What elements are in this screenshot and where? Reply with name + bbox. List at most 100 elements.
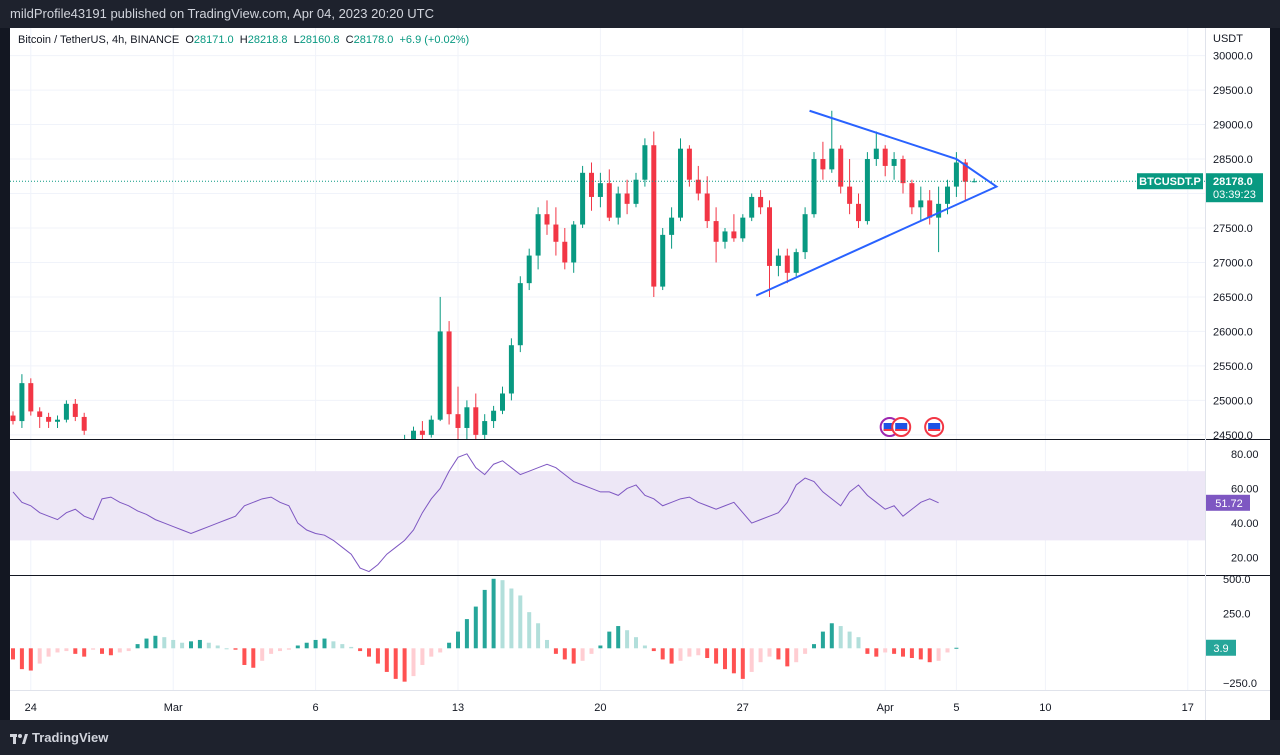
candle-body [295, 582, 300, 586]
histogram-bar [901, 648, 905, 657]
histogram-bar [251, 648, 256, 668]
candle-countdown: 03:39:23 [1213, 189, 1256, 201]
candle-body [428, 419, 434, 435]
histogram-bar [883, 648, 888, 653]
histogram [11, 578, 959, 682]
symbol-tag-bg [1137, 173, 1203, 190]
price-axis-tick: 25500.0 [1213, 361, 1253, 373]
histogram-bar [642, 645, 647, 649]
histogram-bar [696, 648, 701, 656]
histogram-bar [37, 648, 42, 664]
time-axis-label: 24 [25, 702, 37, 714]
histogram-bar [19, 648, 24, 670]
histogram-bar [518, 595, 523, 649]
histogram-bar [393, 648, 398, 679]
histogram-bar [509, 588, 514, 649]
high-label: H [239, 34, 248, 46]
histogram-bar [55, 648, 60, 653]
histogram-current-value: 3.9 [1213, 643, 1228, 655]
histogram-bar [625, 630, 630, 649]
candle-body [606, 183, 612, 218]
histogram-bar [304, 642, 309, 649]
candle-body [856, 203, 861, 222]
histogram-bar [73, 648, 78, 654]
candle-body [580, 172, 586, 225]
histogram-bar [634, 637, 638, 649]
close-label: C [345, 34, 354, 46]
candle-body [820, 159, 826, 170]
low-value: 28160.8 [299, 34, 340, 46]
symbol-tag: BTCUSDT.P [1139, 176, 1201, 188]
histogram-bar [135, 644, 140, 649]
histogram-bar [767, 648, 772, 657]
candle-body [624, 193, 630, 204]
price-axis-currency: USDT [1213, 33, 1243, 45]
candle-body [37, 411, 43, 417]
histogram-bar [776, 648, 781, 660]
histogram-bar [473, 606, 478, 649]
histogram-bar [927, 648, 932, 663]
histogram-bar [954, 647, 959, 649]
candle-body [749, 196, 755, 218]
chart-area[interactable]: Bitcoin / TetherUS, 4h, BINANCE O28171.0… [10, 28, 1270, 720]
candle-body [55, 419, 60, 422]
time-axis-label: 10 [1039, 702, 1051, 714]
histogram-bar [206, 642, 211, 649]
candle-body [642, 145, 648, 180]
time-axis-label: Mar [164, 702, 183, 714]
rsi-value-tag-bg [1206, 494, 1250, 511]
tradingview-logo[interactable]: TradingView [10, 730, 108, 745]
histogram-bar [64, 648, 69, 652]
histogram-bar [678, 648, 683, 661]
candle-body [686, 148, 692, 180]
candle-body [473, 407, 479, 435]
histogram-bar [331, 641, 336, 649]
candle-body [847, 186, 853, 204]
rsi-band [10, 471, 1205, 541]
histogram-bar [589, 648, 594, 654]
histogram-bar [269, 648, 274, 654]
candle-body [517, 283, 523, 346]
us-flag-icon [891, 417, 912, 437]
candle-body [500, 393, 505, 411]
histogram-bar [349, 646, 354, 649]
histogram-bar [215, 645, 220, 649]
candle-body [464, 407, 470, 428]
histogram-bar [660, 648, 665, 660]
price-axis-tick: 27000.0 [1213, 257, 1253, 269]
candle-body [553, 224, 559, 242]
histogram-bar [429, 648, 434, 657]
symbol-name[interactable]: Bitcoin / TetherUS, 4h, BINANCE [18, 34, 180, 46]
histogram-bar [545, 639, 549, 649]
candle-body [446, 331, 452, 415]
candle-body [882, 148, 888, 166]
candle-body [900, 159, 906, 184]
publish-info: mildProfile43191 published on TradingVie… [10, 6, 434, 21]
histogram-bar [91, 648, 96, 650]
histogram-bar [100, 648, 104, 654]
candle-body [251, 577, 256, 581]
histogram-bar [108, 648, 113, 656]
high-value: 28218.8 [247, 34, 288, 46]
histogram-bar [286, 648, 291, 650]
histogram-bar [918, 648, 923, 660]
histogram-bar [358, 648, 363, 652]
candles [10, 110, 977, 586]
histogram-bar [28, 648, 33, 671]
candle-body [838, 148, 844, 187]
histogram-bar [46, 648, 51, 657]
candle-body [891, 159, 897, 166]
chart-canvas[interactable]: USDT30000.029500.029000.028500.028000.02… [10, 28, 1270, 720]
histogram-bar [117, 648, 122, 653]
candle-body [269, 578, 274, 582]
histogram-bar [456, 631, 460, 649]
rsi-line [12, 453, 939, 573]
time-axis-label: Apr [877, 702, 894, 714]
candle-body [651, 145, 657, 287]
symbol-legend: Bitcoin / TetherUS, 4h, BINANCE O28171.0… [18, 34, 469, 46]
histogram-bar [375, 648, 380, 664]
histogram-bar [820, 631, 825, 649]
candle-body [562, 241, 568, 263]
candle-body [802, 214, 808, 253]
histogram-bar [847, 631, 852, 649]
